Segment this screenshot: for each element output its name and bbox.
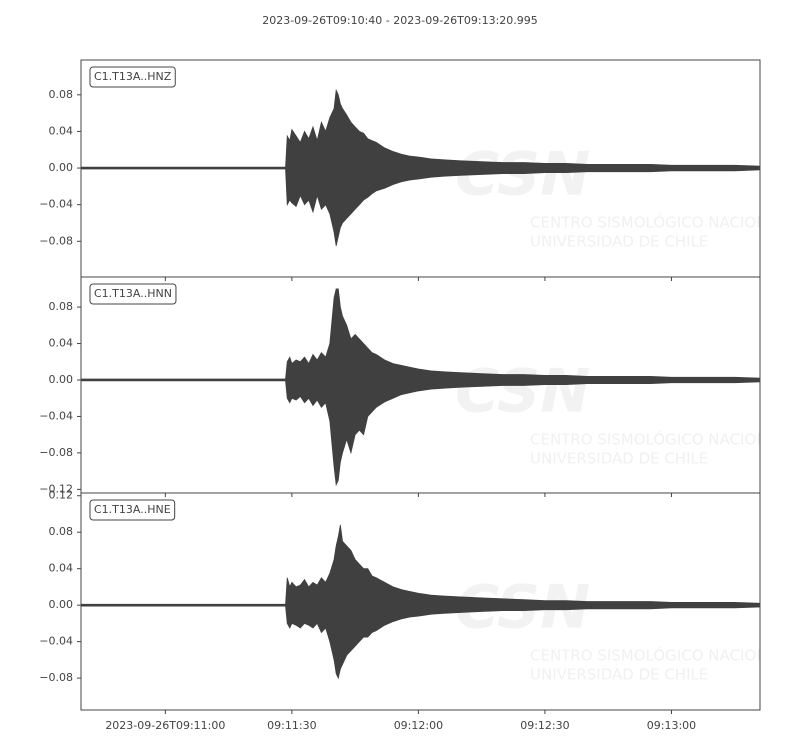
x-tick-label: 09:12:00: [394, 719, 443, 732]
y-tick-label: 0.00: [49, 161, 74, 174]
y-tick-label: −0.08: [39, 234, 73, 247]
y-tick-label: −0.12: [39, 482, 73, 495]
station-label-box: [89, 283, 177, 305]
watermark-line1: CENTRO SISMOLÓGICO NACIONAL: [530, 213, 787, 232]
station-label: C1.T13A..HNZ: [94, 70, 172, 83]
watermark-logo: CSN: [455, 357, 590, 427]
y-tick-label: −0.08: [39, 671, 73, 684]
y-tick-label: 0.00: [49, 598, 74, 611]
watermark-line2: UNIVERSIDAD DE CHILE: [530, 450, 708, 468]
y-tick-label: 0.04: [49, 562, 74, 575]
waveform-envelope: [81, 288, 760, 487]
watermark-line2: UNIVERSIDAD DE CHILE: [530, 666, 708, 684]
watermark-line1: CENTRO SISMOLÓGICO NACIONAL: [530, 646, 787, 665]
station-label-box: [89, 66, 176, 88]
watermark-line2: UNIVERSIDAD DE CHILE: [530, 233, 708, 251]
y-tick-label: 0.04: [49, 124, 74, 137]
station-label-box: [89, 499, 176, 521]
y-tick-label: −0.08: [39, 446, 73, 459]
panel: CSN CENTRO SISMOLÓGICO NACIONALUNIVERSIDA…: [81, 288, 787, 487]
waveform-envelope: [81, 524, 760, 680]
y-tick-label: 0.08: [49, 88, 74, 101]
y-tick-label: −0.04: [39, 635, 73, 648]
x-tick-label: 09:11:30: [267, 719, 316, 732]
y-tick-label: 0.04: [49, 337, 74, 350]
y-tick-label: 0.00: [49, 373, 74, 386]
watermark-line1: CENTRO SISMOLÓGICO NACIONAL: [530, 430, 787, 449]
x-tick-label: 09:13:00: [647, 719, 696, 732]
x-tick-label: 2023-09-26T09:11:00: [105, 719, 225, 732]
y-tick-label: 0.08: [49, 525, 74, 538]
y-tick-label: −0.04: [39, 198, 73, 211]
y-tick-label: 0.08: [49, 300, 74, 313]
station-label: C1.T13A..HNE: [94, 503, 171, 516]
x-tick-label: 09:12:30: [520, 719, 569, 732]
figure-title: 2023-09-26T09:10:40 - 2023-09-26T09:13:2…: [262, 14, 538, 27]
waveform-envelope: [81, 88, 760, 246]
panel-frame: [80, 492, 761, 711]
y-tick-label: −0.04: [39, 409, 73, 422]
station-label: C1.T13A..HNN: [94, 287, 172, 300]
y-tick-label: 0.12: [49, 489, 74, 502]
